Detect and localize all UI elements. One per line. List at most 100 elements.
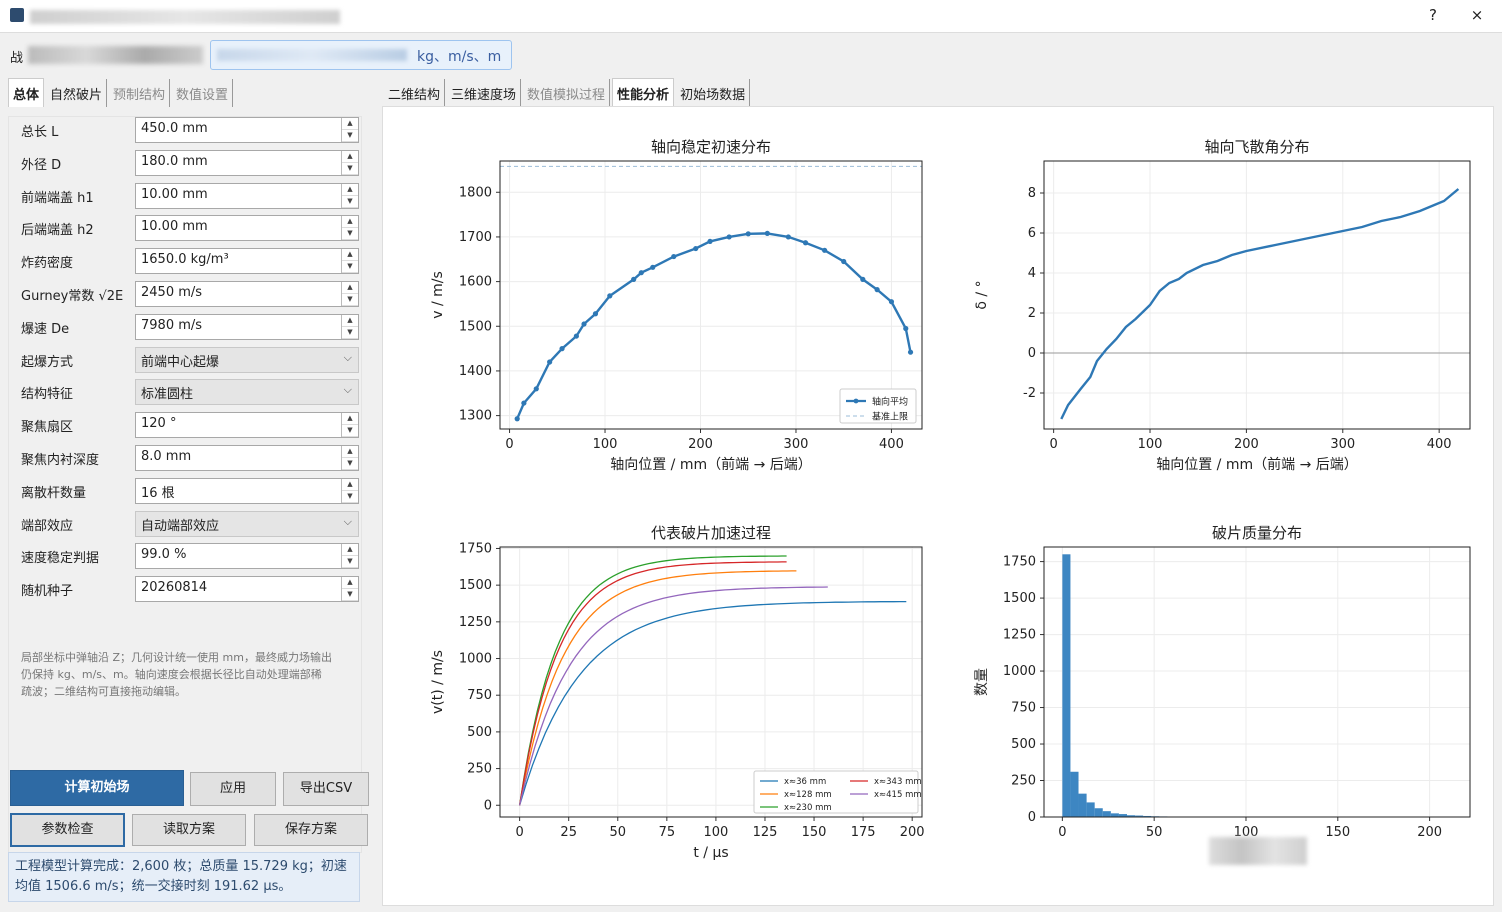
arrow-up-icon[interactable]: ▲ <box>342 118 358 130</box>
chart-title: 代表破片加速过程 <box>651 524 771 542</box>
status-line: 均值 1506.6 m/s；统一交接时刻 191.62 μs。 <box>15 879 292 894</box>
x-tick-label: 0 <box>515 825 523 840</box>
right-tab-0[interactable]: 二维结构 <box>384 79 446 107</box>
param-dropdown[interactable]: 前端中心起爆 ⌵ <box>135 346 359 373</box>
data-point <box>650 264 656 270</box>
x-tick-label: 200 <box>900 825 925 840</box>
left-tab-0[interactable]: 总体 <box>8 78 45 107</box>
spin-arrows[interactable]: ▲ ▼ <box>341 478 358 503</box>
spin-arrows[interactable]: ▲ ▼ <box>341 446 358 470</box>
spin-arrows[interactable]: ▲ ▼ <box>341 249 358 274</box>
arrow-down-icon[interactable]: ▼ <box>342 425 358 438</box>
arrow-up-icon[interactable]: ▲ <box>342 446 358 458</box>
legend-label: 轴向平均 <box>872 396 908 408</box>
left-tab-1[interactable]: 自然破片 <box>46 79 108 107</box>
param-spinbox[interactable]: 450.0 mm ▲ ▼ <box>135 117 359 143</box>
apply-button[interactable]: 应用 <box>190 772 276 806</box>
param-dropdown[interactable]: 自动端部效应 ⌵ <box>135 510 359 537</box>
param-spinbox[interactable]: 7980 m/s ▲ ▼ <box>135 313 359 340</box>
param-label: 总长 L <box>21 125 59 140</box>
data-point <box>860 276 866 282</box>
y-tick-label: 1000 <box>459 652 492 667</box>
left-tab-3[interactable]: 数值设置 <box>172 79 234 107</box>
arrow-up-icon[interactable]: ▲ <box>342 544 358 557</box>
arrow-up-icon[interactable]: ▲ <box>342 216 358 229</box>
close-button[interactable]: × <box>1470 6 1484 24</box>
x-tick-label: 400 <box>1427 437 1452 452</box>
status-line: 工程模型计算完成：2,600 枚；总质量 15.729 kg；初速 <box>15 859 347 874</box>
arrow-down-icon[interactable]: ▼ <box>342 556 358 569</box>
arrow-down-icon[interactable]: ▼ <box>342 491 358 503</box>
arrow-down-icon[interactable]: ▼ <box>342 458 358 470</box>
spin-arrows[interactable]: ▲ ▼ <box>341 150 358 175</box>
param-label: 前端端盖 h1 <box>21 190 94 206</box>
param-spinbox[interactable]: 10.00 mm ▲ ▼ <box>135 215 359 242</box>
x-tick-label: 200 <box>1417 825 1442 840</box>
spin-arrows[interactable]: ▲ ▼ <box>341 282 358 306</box>
arrow-up-icon[interactable]: ▲ <box>342 249 358 262</box>
chevron-down-icon[interactable]: ⌵ <box>343 350 352 364</box>
plot-frame <box>1043 546 1471 818</box>
arrow-up-icon[interactable]: ▲ <box>342 184 358 196</box>
arrow-down-icon[interactable]: ▼ <box>342 130 358 142</box>
units-field[interactable]: kg、m/s、m <box>210 40 512 70</box>
arrow-up-icon[interactable]: ▲ <box>342 413 358 426</box>
save-button[interactable]: 保存方案 <box>254 814 368 846</box>
arrow-down-icon[interactable]: ▼ <box>342 163 358 175</box>
param-label: 聚焦扇区 <box>21 420 74 436</box>
arrow-up-icon[interactable]: ▲ <box>342 151 358 163</box>
arrow-down-icon[interactable]: ▼ <box>342 228 358 241</box>
data-point <box>785 234 791 240</box>
y-tick-label: 1500 <box>459 319 492 334</box>
chart-0: 0 100 200 300 400 1300 1400 1500 1600 1700 1800 轴向稳… <box>430 138 923 473</box>
y-tick-label: -2 <box>1023 386 1036 401</box>
right-tab-4[interactable]: 初始场数据 <box>676 79 751 107</box>
param-spinbox[interactable]: 2450 m/s ▲ ▼ <box>135 281 359 307</box>
param-dropdown[interactable]: 标准圆柱 ⌵ <box>135 379 359 406</box>
arrow-down-icon[interactable]: ▼ <box>342 294 358 306</box>
param-spinbox[interactable]: 20260814 ▲ ▼ <box>135 576 359 603</box>
spin-arrows[interactable]: ▲ ▼ <box>341 413 358 438</box>
arrow-down-icon[interactable]: ▼ <box>342 261 358 274</box>
left-tab-2[interactable]: 预制结构 <box>109 79 171 107</box>
arrow-down-icon[interactable]: ▼ <box>342 327 358 339</box>
arrow-up-icon[interactable]: ▲ <box>342 315 358 327</box>
param-spinbox[interactable]: 180.0 mm ▲ ▼ <box>135 149 359 176</box>
x-tick-label: 150 <box>1325 825 1350 840</box>
arrow-up-icon[interactable]: ▲ <box>342 479 358 491</box>
right-tab-2[interactable]: 数值模拟过程 <box>523 79 611 107</box>
spin-arrows[interactable]: ▲ ▼ <box>341 118 358 142</box>
export-csv-button[interactable]: 导出CSV <box>283 772 369 806</box>
right-tab-1[interactable]: 三维速度场 <box>447 79 522 107</box>
param-spinbox[interactable]: 1650.0 kg/m³ ▲ ▼ <box>135 248 359 275</box>
x-tick-label: 0 <box>505 437 513 452</box>
arrow-down-icon[interactable]: ▼ <box>342 589 358 602</box>
spin-arrows[interactable]: ▲ ▼ <box>341 577 358 602</box>
param-spinbox[interactable]: 120 ° ▲ ▼ <box>135 412 359 439</box>
spin-arrows[interactable]: ▲ ▼ <box>341 183 358 208</box>
arrow-down-icon[interactable]: ▼ <box>342 196 358 208</box>
spin-arrows[interactable]: ▲ ▼ <box>341 544 358 569</box>
param-spinbox[interactable]: 8.0 mm ▲ ▼ <box>135 445 359 471</box>
spin-arrows[interactable]: ▲ ▼ <box>341 314 358 339</box>
x-tick-label: 75 <box>659 825 676 840</box>
legend-label: x≈343 mm <box>874 777 922 787</box>
x-tick-label: 200 <box>688 437 713 452</box>
compute-button[interactable]: 计算初始场 <box>10 770 184 806</box>
arrow-up-icon[interactable]: ▲ <box>342 282 358 294</box>
chevron-down-icon[interactable]: ⌵ <box>343 514 352 528</box>
arrow-up-icon[interactable]: ▲ <box>342 577 358 590</box>
load-button[interactable]: 读取方案 <box>132 814 246 846</box>
check-button[interactable]: 参数检查 <box>10 813 125 847</box>
right-tab-3[interactable]: 性能分析 <box>612 78 675 107</box>
chevron-down-icon[interactable]: ⌵ <box>343 383 352 397</box>
data-point <box>607 293 613 299</box>
param-row: 外径 D 180.0 mm ▲ ▼ <box>19 149 359 176</box>
param-value: 8.0 mm <box>141 449 192 464</box>
param-spinbox[interactable]: 10.00 mm ▲ ▼ <box>135 182 359 209</box>
help-button[interactable]: ? <box>1429 6 1437 24</box>
param-spinbox[interactable]: 99.0 % ▲ ▼ <box>135 543 359 570</box>
param-spinbox[interactable]: 16 根 ▲ ▼ <box>135 477 359 504</box>
data-point <box>764 230 770 236</box>
spin-arrows[interactable]: ▲ ▼ <box>341 216 358 241</box>
